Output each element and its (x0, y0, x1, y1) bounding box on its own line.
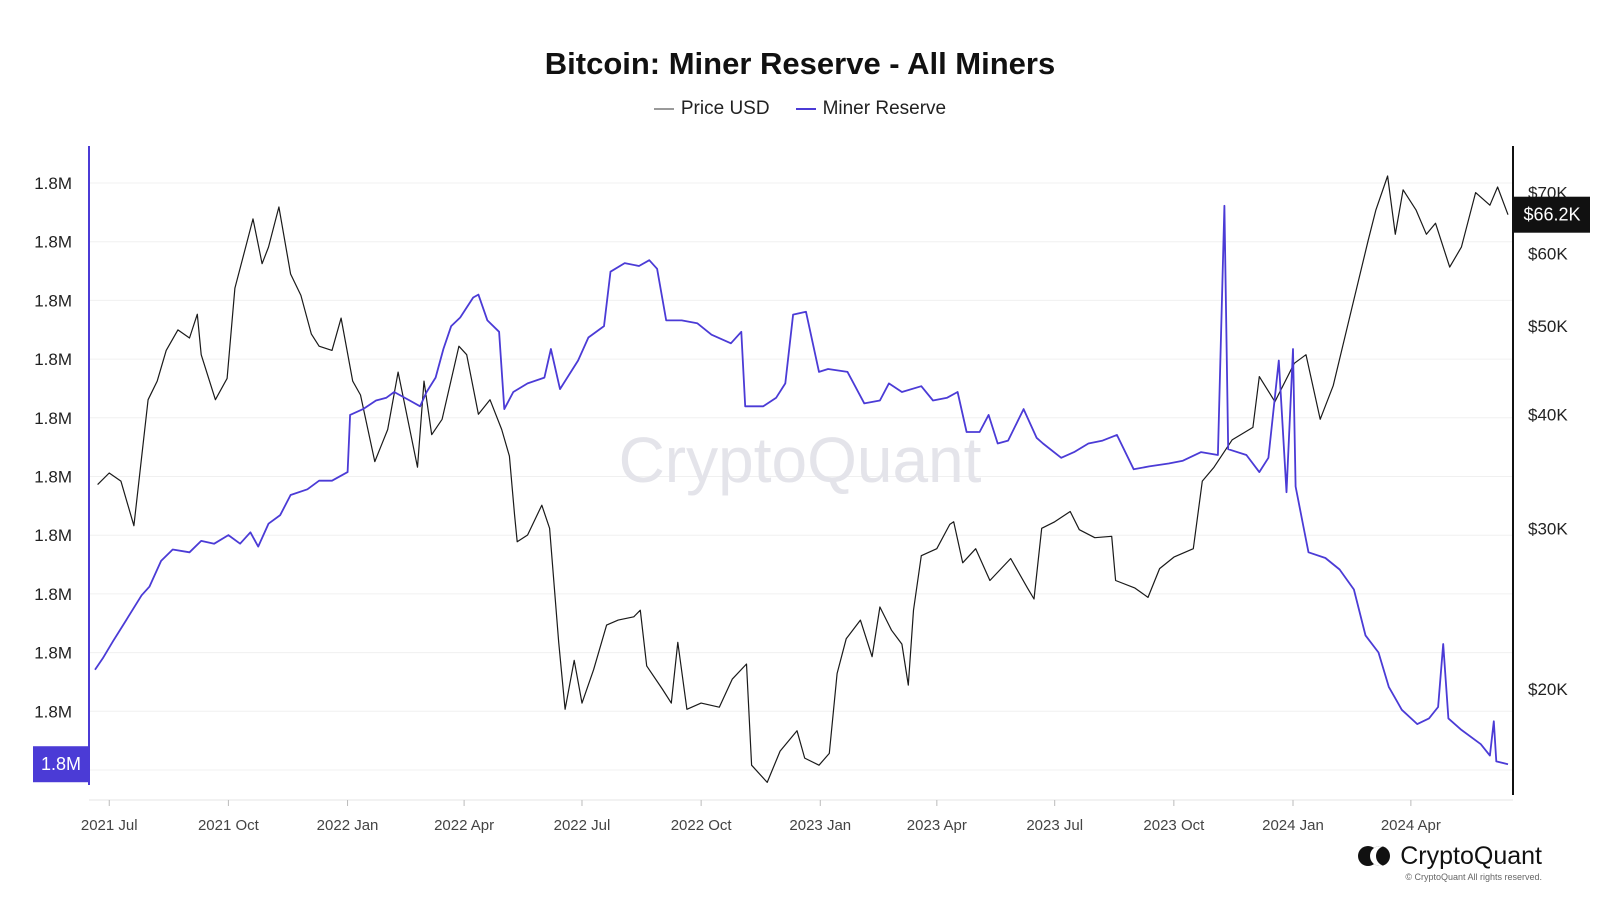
right-axis-ticks: $20K$30K$40K$50K$60K$70K (1528, 184, 1568, 699)
right-tick-label: $40K (1528, 405, 1568, 424)
left-tick-label: 1.8M (34, 468, 72, 487)
left-tick-label: 1.8M (34, 233, 72, 252)
left-tick-label: 1.8M (34, 702, 72, 721)
current-value-badges: 1.8M $66.2K (33, 196, 1590, 783)
legend-item-miner-reserve[interactable]: Miner Reserve (795, 98, 947, 120)
left-tick-label: 1.8M (34, 585, 72, 604)
miner-reserve-current-badge (33, 746, 89, 783)
x-tick-label: 2024 Jan (1262, 817, 1324, 834)
chart-legend: Price USD Miner Reserve (0, 98, 1600, 120)
series-lines (94, 175, 1509, 783)
left-tick-label: 1.8M (34, 409, 72, 428)
left-axis-ticks: 1.8M 1.8M 1.8M 1.8M 1.8M 1.8M 1.8M 1.8M 1.8M 1.8M… (34, 174, 72, 780)
miner-reserve-current-value: 1.8M (41, 754, 81, 774)
legend-label-price: Price USD (680, 98, 770, 119)
x-tick-label: 2024 Apr (1381, 817, 1441, 834)
miner-reserve-line (94, 204, 1509, 766)
x-axis-ticks: 2021 Jul 2021 Oct 2022 Jan 2022 Apr 2022 Jul… (81, 800, 1441, 834)
price-current-badge (1514, 196, 1590, 233)
brand-logo: CryptoQuant (1358, 842, 1542, 871)
cryptoquant-logo-icon (1358, 845, 1392, 868)
x-tick-label: 2022 Apr (434, 817, 494, 834)
watermark: CryptoQuant (619, 424, 982, 496)
grid-lines (89, 182, 1513, 771)
right-tick-label: $20K (1528, 680, 1568, 699)
legend-item-price[interactable]: Price USD (653, 98, 770, 120)
x-tick-label: 2023 Oct (1143, 817, 1205, 834)
x-tick-label: 2022 Jan (317, 817, 379, 834)
left-tick-label: 1.8M (34, 174, 72, 193)
right-tick-label: $60K (1528, 245, 1568, 264)
left-tick-label: 1.8M (34, 350, 72, 369)
x-tick-label: 2021 Oct (198, 817, 260, 834)
right-tick-label: $30K (1528, 519, 1568, 538)
legend-swatch-price (653, 108, 674, 110)
price-current-value: $66.2K (1523, 205, 1580, 225)
x-tick-label: 2023 Apr (907, 817, 967, 834)
x-tick-label: 2022 Oct (671, 817, 733, 834)
right-tick-label: $50K (1528, 317, 1568, 336)
x-tick-label: 2021 Jul (81, 817, 138, 834)
x-tick-label: 2023 Jan (789, 817, 851, 834)
legend-swatch-miner-reserve (795, 108, 816, 110)
left-tick-label: 1.8M (34, 526, 72, 545)
legend-label-miner-reserve: Miner Reserve (822, 98, 947, 119)
left-tick-label: 1.8M (34, 644, 72, 663)
brand-name: CryptoQuant (1400, 842, 1542, 870)
x-tick-label: 2023 Jul (1026, 817, 1083, 834)
x-tick-label: 2022 Jul (554, 817, 611, 834)
chart-title: Bitcoin: Miner Reserve - All Miners (544, 46, 1056, 81)
left-tick-label: 1.8M (34, 291, 72, 310)
price-usd-line (97, 175, 1509, 783)
copyright-text: © CryptoQuant All rights reserved. (1405, 872, 1542, 882)
